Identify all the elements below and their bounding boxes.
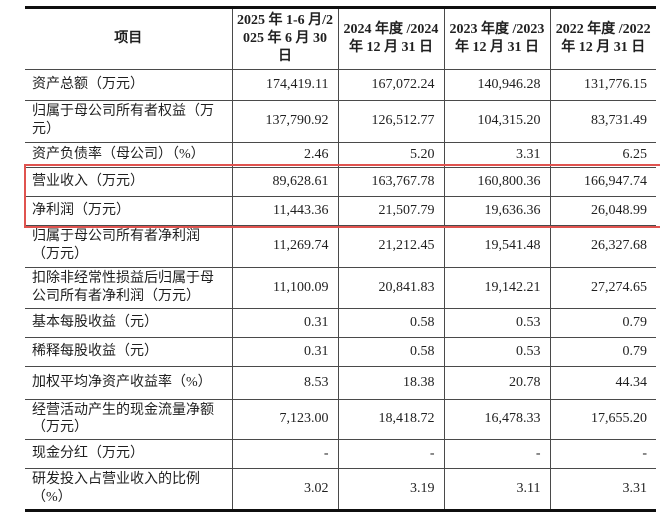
row-parent-net-profit: 归属于母公司所有者净利润（万元） 11,269.74 21,212.45 19,… [25,225,656,268]
row-label: 稀释每股收益（元） [25,337,232,367]
cell-value: 137,790.92 [231,100,338,143]
row-label: 扣除非经常性损益后归属于母公司所有者净利润（万元） [25,267,232,309]
row-cash-dividend: 现金分红（万元） - - - - [25,439,656,470]
cell-value: 83,731.49 [549,100,656,143]
cell-value: 104,315.20 [443,100,550,143]
row-weighted-avg-roe: 加权平均净资产收益率（%） 8.53 18.38 20.78 44.34 [25,366,656,400]
cell-value: 166,947.74 [549,167,656,197]
cell-value: 3.31 [443,142,550,168]
cell-value: - [443,439,550,470]
row-net-profit: 净利润（万元） 11,443.36 21,507.79 19,636.36 26… [25,196,656,226]
cell-value: 0.31 [231,308,338,338]
financial-summary-table: 项目 2025 年 1-6 月/2025 年 6 月 30 日 2024 年度 … [25,6,656,512]
row-label: 加权平均净资产收益率（%） [25,366,232,400]
cell-value: 44.34 [549,366,656,400]
cell-value: 0.31 [231,337,338,367]
cell-value: 5.20 [337,142,444,168]
row-diluted-eps: 稀释每股收益（元） 0.31 0.58 0.53 0.79 [25,337,656,367]
cell-value: 174,419.11 [231,69,338,101]
row-label: 经营活动产生的现金流量净额（万元） [25,399,232,441]
cell-value: 131,776.15 [549,69,656,101]
cell-value: 19,636.36 [443,196,550,226]
row-label: 归属于母公司所有者权益（万元） [25,100,232,143]
row-label: 基本每股收益（元） [25,308,232,338]
cell-value: 3.11 [443,468,550,512]
cell-value: 89,628.61 [231,167,338,197]
cell-value: 163,767.78 [337,167,444,197]
row-operating-cash-flow: 经营活动产生的现金流量净额（万元） 7,123.00 18,418.72 16,… [25,399,656,441]
cell-value: - [337,439,444,470]
cell-value: 20,841.83 [337,267,444,309]
row-deducted-net-profit: 扣除非经常性损益后归属于母公司所有者净利润（万元） 11,100.09 20,8… [25,267,656,309]
cell-value: 26,048.99 [549,196,656,226]
column-header-2023: 2023 年度 /2023 年 12 月 31 日 [443,7,550,70]
row-label: 资产总额（万元） [25,69,232,101]
row-label: 现金分红（万元） [25,439,232,470]
row-label: 营业收入（万元） [25,167,232,197]
cell-value: 26,327.68 [549,225,656,268]
row-label: 归属于母公司所有者净利润（万元） [25,225,232,268]
row-revenue: 营业收入（万元） 89,628.61 163,767.78 160,800.36… [25,167,656,197]
cell-value: 0.58 [337,337,444,367]
cell-value: 140,946.28 [443,69,550,101]
cell-value: 20.78 [443,366,550,400]
row-debt-ratio: 资产负债率（母公司）（%） 2.46 5.20 3.31 6.25 [25,142,656,168]
cell-value: 126,512.77 [337,100,444,143]
cell-value: 19,541.48 [443,225,550,268]
row-rd-revenue-ratio: 研发投入占营业收入的比例（%） 3.02 3.19 3.11 3.31 [25,468,656,512]
row-label: 净利润（万元） [25,196,232,226]
row-basic-eps: 基本每股收益（元） 0.31 0.58 0.53 0.79 [25,308,656,338]
cell-value: 160,800.36 [443,167,550,197]
column-header-2022: 2022 年度 /2022 年 12 月 31 日 [549,7,656,70]
cell-value: - [231,439,338,470]
cell-value: 0.53 [443,337,550,367]
cell-value: 3.02 [231,468,338,512]
cell-value: 6.25 [549,142,656,168]
cell-value: 27,274.65 [549,267,656,309]
cell-value: 3.19 [337,468,444,512]
cell-value: 7,123.00 [231,399,338,441]
cell-value: 2.46 [231,142,338,168]
cell-value: 19,142.21 [443,267,550,309]
cell-value: 21,212.45 [337,225,444,268]
column-header-item: 项目 [25,7,232,70]
cell-value: 0.79 [549,337,656,367]
cell-value: 18,418.72 [337,399,444,441]
cell-value: 21,507.79 [337,196,444,226]
cell-value: 11,269.74 [231,225,338,268]
cell-value: 3.31 [549,468,656,512]
column-header-2024: 2024 年度 /2024 年 12 月 31 日 [337,7,444,70]
row-total-assets: 资产总额（万元） 174,419.11 167,072.24 140,946.2… [25,69,656,101]
cell-value: 0.58 [337,308,444,338]
cell-value: 0.53 [443,308,550,338]
row-label: 资产负债率（母公司）（%） [25,142,232,168]
header-row: 项目 2025 年 1-6 月/2025 年 6 月 30 日 2024 年度 … [25,7,656,70]
cell-value: 11,100.09 [231,267,338,309]
cell-value: 17,655.20 [549,399,656,441]
cell-value: 16,478.33 [443,399,550,441]
cell-value: 11,443.36 [231,196,338,226]
row-label: 研发投入占营业收入的比例（%） [25,468,232,512]
cell-value: 18.38 [337,366,444,400]
cell-value: 0.79 [549,308,656,338]
cell-value: 8.53 [231,366,338,400]
cell-value: 167,072.24 [337,69,444,101]
cell-value: - [549,439,656,470]
row-parent-equity: 归属于母公司所有者权益（万元） 137,790.92 126,512.77 10… [25,100,656,143]
column-header-2025h1: 2025 年 1-6 月/2025 年 6 月 30 日 [231,7,338,70]
